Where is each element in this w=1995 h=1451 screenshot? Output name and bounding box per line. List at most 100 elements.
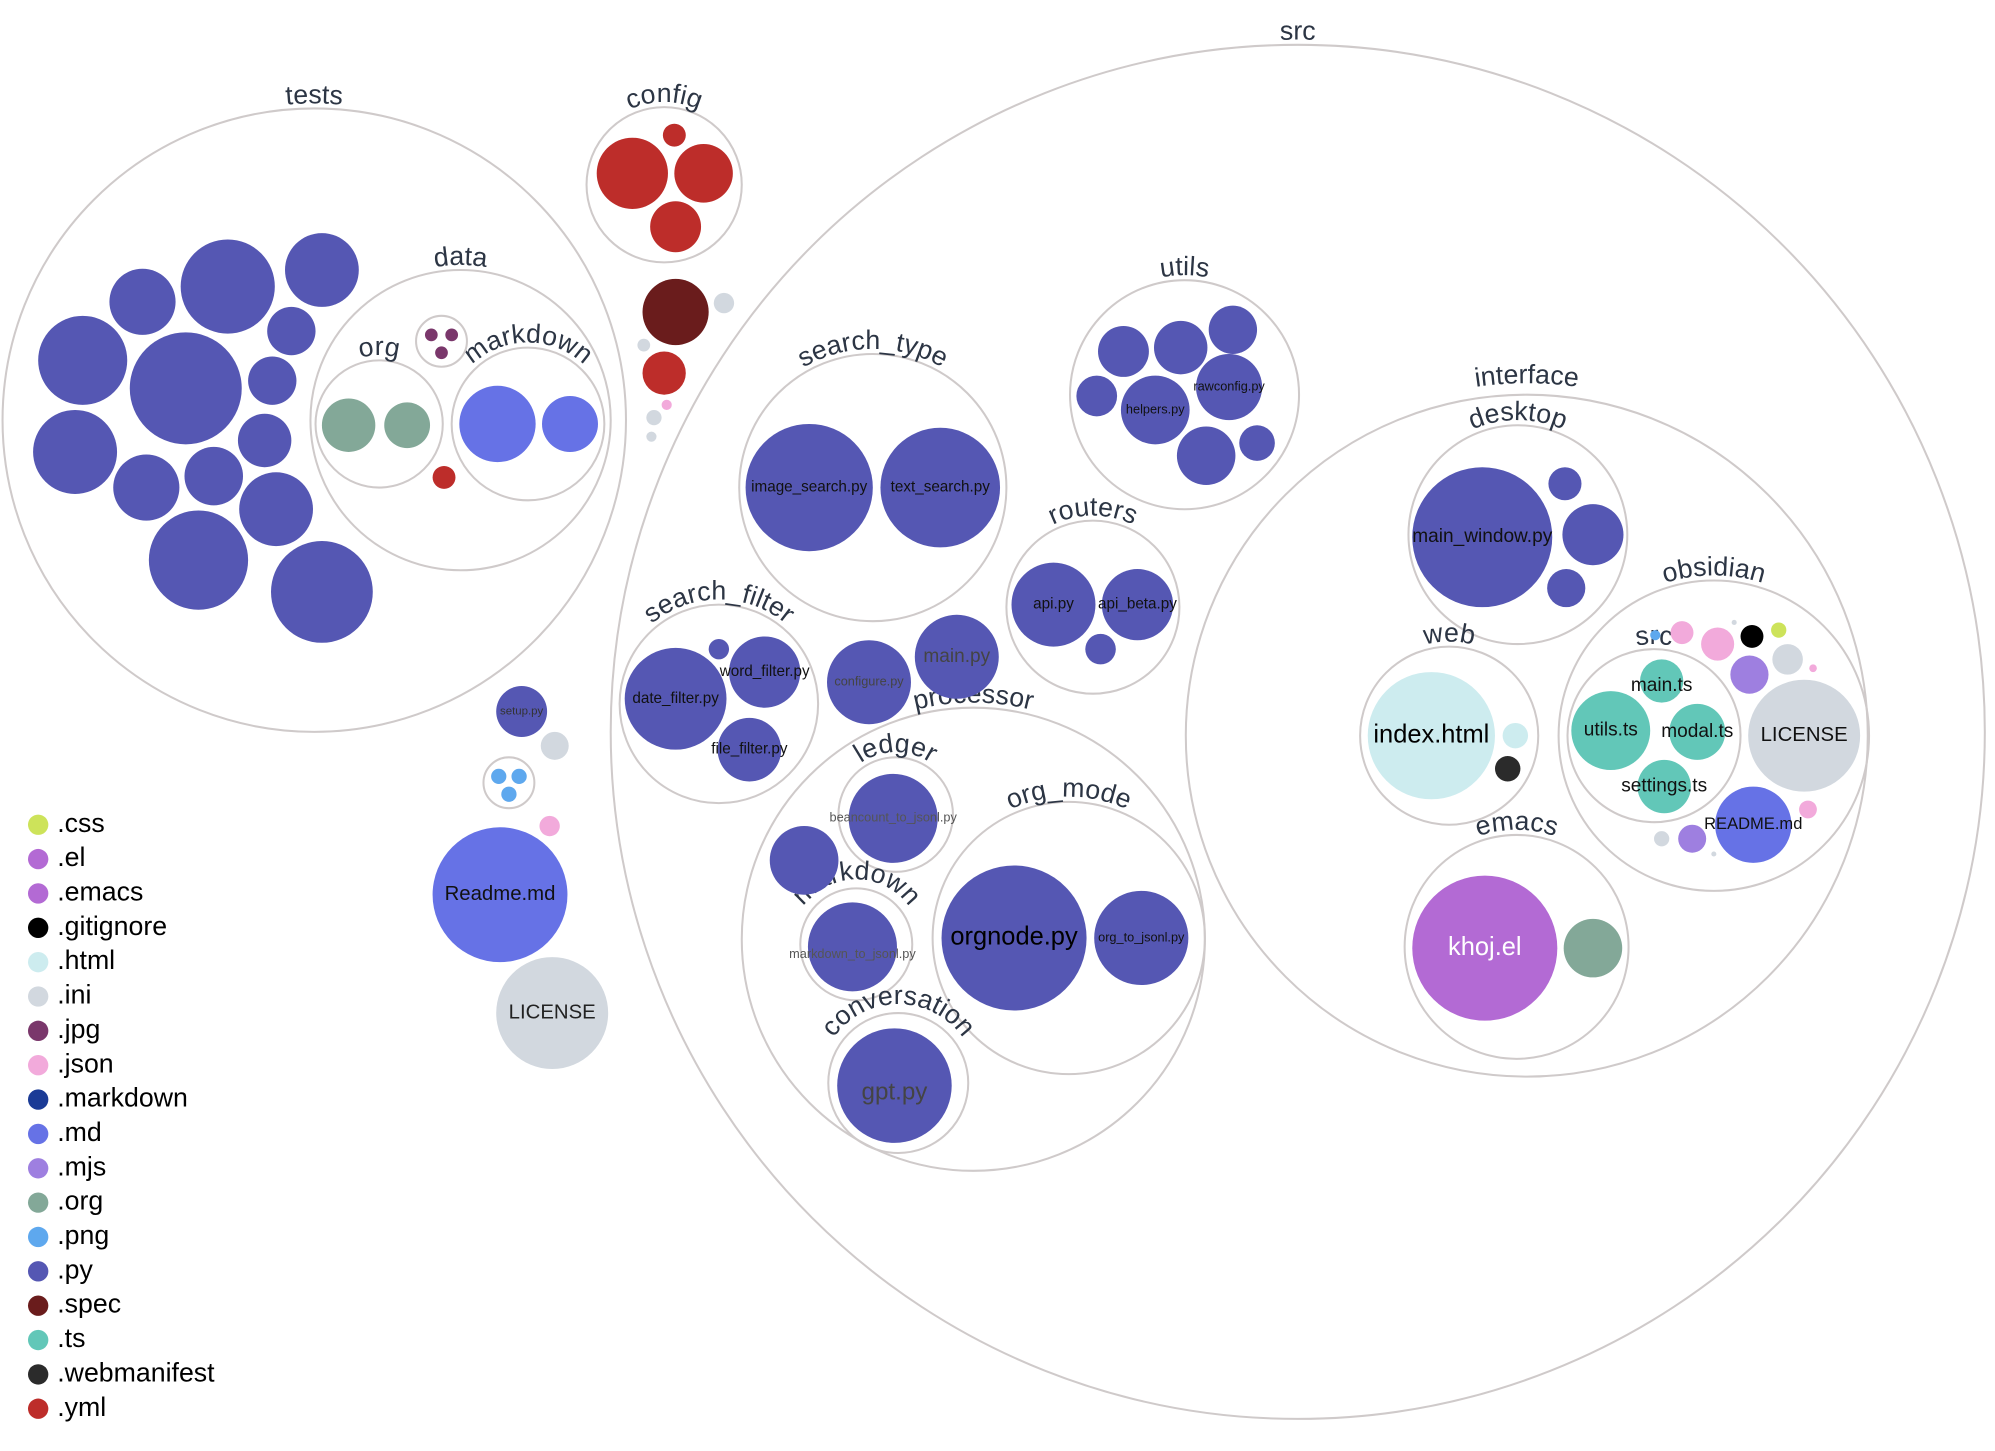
file-circle[interactable]: [542, 395, 598, 452]
file-node[interactable]: [1740, 624, 1764, 648]
file-node[interactable]: [148, 510, 249, 610]
file-node[interactable]: markdown_to_jsonl.py: [789, 902, 916, 992]
file-circle[interactable]: [1153, 320, 1208, 375]
file-circle[interactable]: [914, 614, 999, 699]
file-circle[interactable]: [596, 137, 668, 209]
file-circle[interactable]: [1654, 831, 1670, 847]
file-circle[interactable]: [745, 423, 873, 552]
file-circle[interactable]: [637, 338, 651, 352]
file-circle[interactable]: [1571, 691, 1651, 771]
file-node[interactable]: api_beta.py: [1098, 569, 1177, 641]
file-circle[interactable]: [432, 827, 568, 963]
folder-circle[interactable]: [618, 603, 820, 805]
file-node[interactable]: [1772, 644, 1803, 675]
file-node[interactable]: utils.ts: [1571, 691, 1651, 771]
file-circle[interactable]: [1731, 619, 1737, 625]
file-node[interactable]: file_filter.py: [711, 717, 788, 782]
file-circle[interactable]: [1011, 562, 1096, 647]
file-circle[interactable]: [424, 328, 438, 342]
file-circle[interactable]: [511, 768, 527, 785]
file-node[interactable]: main_window.py: [1412, 467, 1553, 608]
file-node[interactable]: [271, 541, 373, 643]
file-circle[interactable]: [109, 268, 176, 335]
file-node[interactable]: [1799, 800, 1817, 819]
file-circle[interactable]: [1730, 655, 1769, 694]
file-node[interactable]: [642, 278, 709, 346]
file-circle[interactable]: [1502, 722, 1529, 749]
file-node[interactable]: LICENSE: [496, 957, 609, 1070]
file-circle[interactable]: [33, 409, 118, 494]
file-node[interactable]: [1153, 320, 1208, 375]
file-circle[interactable]: [1771, 622, 1787, 638]
file-circle[interactable]: [650, 201, 702, 253]
file-node[interactable]: [1678, 824, 1707, 853]
file-node[interactable]: [384, 402, 431, 449]
file-circle[interactable]: [1098, 325, 1149, 377]
file-node[interactable]: [239, 472, 313, 547]
file-circle[interactable]: [435, 346, 448, 360]
file-node[interactable]: [1494, 756, 1521, 782]
file-circle[interactable]: [1412, 875, 1558, 1021]
file-circle[interactable]: [646, 409, 662, 426]
folder-circle[interactable]: [450, 346, 606, 502]
file-circle[interactable]: [321, 398, 376, 452]
folder-circle[interactable]: [1005, 519, 1181, 695]
file-circle[interactable]: [1711, 851, 1717, 857]
file-node[interactable]: README.md: [1704, 786, 1802, 863]
file-circle[interactable]: [646, 431, 657, 442]
file-circle[interactable]: [837, 1028, 952, 1143]
file-circle[interactable]: [1740, 624, 1764, 648]
folder-circle[interactable]: [1566, 648, 1742, 824]
file-node[interactable]: [769, 826, 839, 895]
file-node[interactable]: [1239, 425, 1275, 461]
file-node[interactable]: [459, 385, 536, 463]
file-circle[interactable]: [540, 731, 569, 760]
file-node[interactable]: [1176, 426, 1236, 486]
file-node[interactable]: [661, 399, 672, 410]
file-node[interactable]: [38, 315, 128, 405]
file-node[interactable]: [662, 123, 686, 147]
folder-circle[interactable]: [799, 887, 914, 1002]
file-circle[interactable]: [1094, 890, 1189, 986]
file-node[interactable]: [237, 413, 292, 468]
file-node[interactable]: word_filter.py: [719, 636, 810, 708]
file-node[interactable]: [445, 328, 459, 342]
file-circle[interactable]: [496, 686, 548, 737]
file-circle[interactable]: [1715, 786, 1792, 863]
file-circle[interactable]: [1548, 467, 1582, 501]
file-circle[interactable]: [180, 239, 275, 334]
file-circle[interactable]: [1120, 375, 1190, 445]
folder-circle[interactable]: [1184, 393, 1869, 1078]
file-node[interactable]: [424, 328, 438, 342]
file-node[interactable]: [1098, 325, 1149, 377]
folder-circle[interactable]: [585, 106, 743, 264]
file-circle[interactable]: [729, 636, 801, 708]
file-node[interactable]: [596, 137, 668, 209]
file-circle[interactable]: [1076, 375, 1118, 417]
file-node[interactable]: [650, 201, 702, 253]
folder-circle[interactable]: [738, 352, 1008, 623]
file-node[interactable]: text_search.py: [880, 427, 1001, 548]
file-circle[interactable]: [1772, 644, 1803, 675]
file-circle[interactable]: [1669, 703, 1726, 760]
file-circle[interactable]: [1101, 569, 1174, 641]
folder-circle[interactable]: [931, 800, 1206, 1076]
file-node[interactable]: [1548, 467, 1582, 501]
file-node[interactable]: [1771, 622, 1787, 638]
file-circle[interactable]: [827, 640, 911, 725]
file-node[interactable]: [1562, 504, 1624, 566]
file-node[interactable]: [1701, 627, 1735, 661]
file-node[interactable]: settings.ts: [1621, 759, 1707, 814]
file-node[interactable]: main.ts: [1631, 659, 1693, 703]
file-node[interactable]: beancount_to_jsonl.py: [830, 773, 958, 863]
file-circle[interactable]: [807, 902, 897, 992]
file-node[interactable]: [713, 292, 735, 314]
file-circle[interactable]: [1748, 679, 1861, 792]
file-circle[interactable]: [1562, 504, 1624, 566]
file-node[interactable]: date_filter.py: [624, 647, 727, 750]
folder-circle[interactable]: [827, 1012, 970, 1155]
file-circle[interactable]: [38, 315, 128, 405]
file-circle[interactable]: [848, 773, 938, 863]
file-node[interactable]: modal.ts: [1661, 703, 1733, 760]
file-circle[interactable]: [1239, 425, 1275, 461]
